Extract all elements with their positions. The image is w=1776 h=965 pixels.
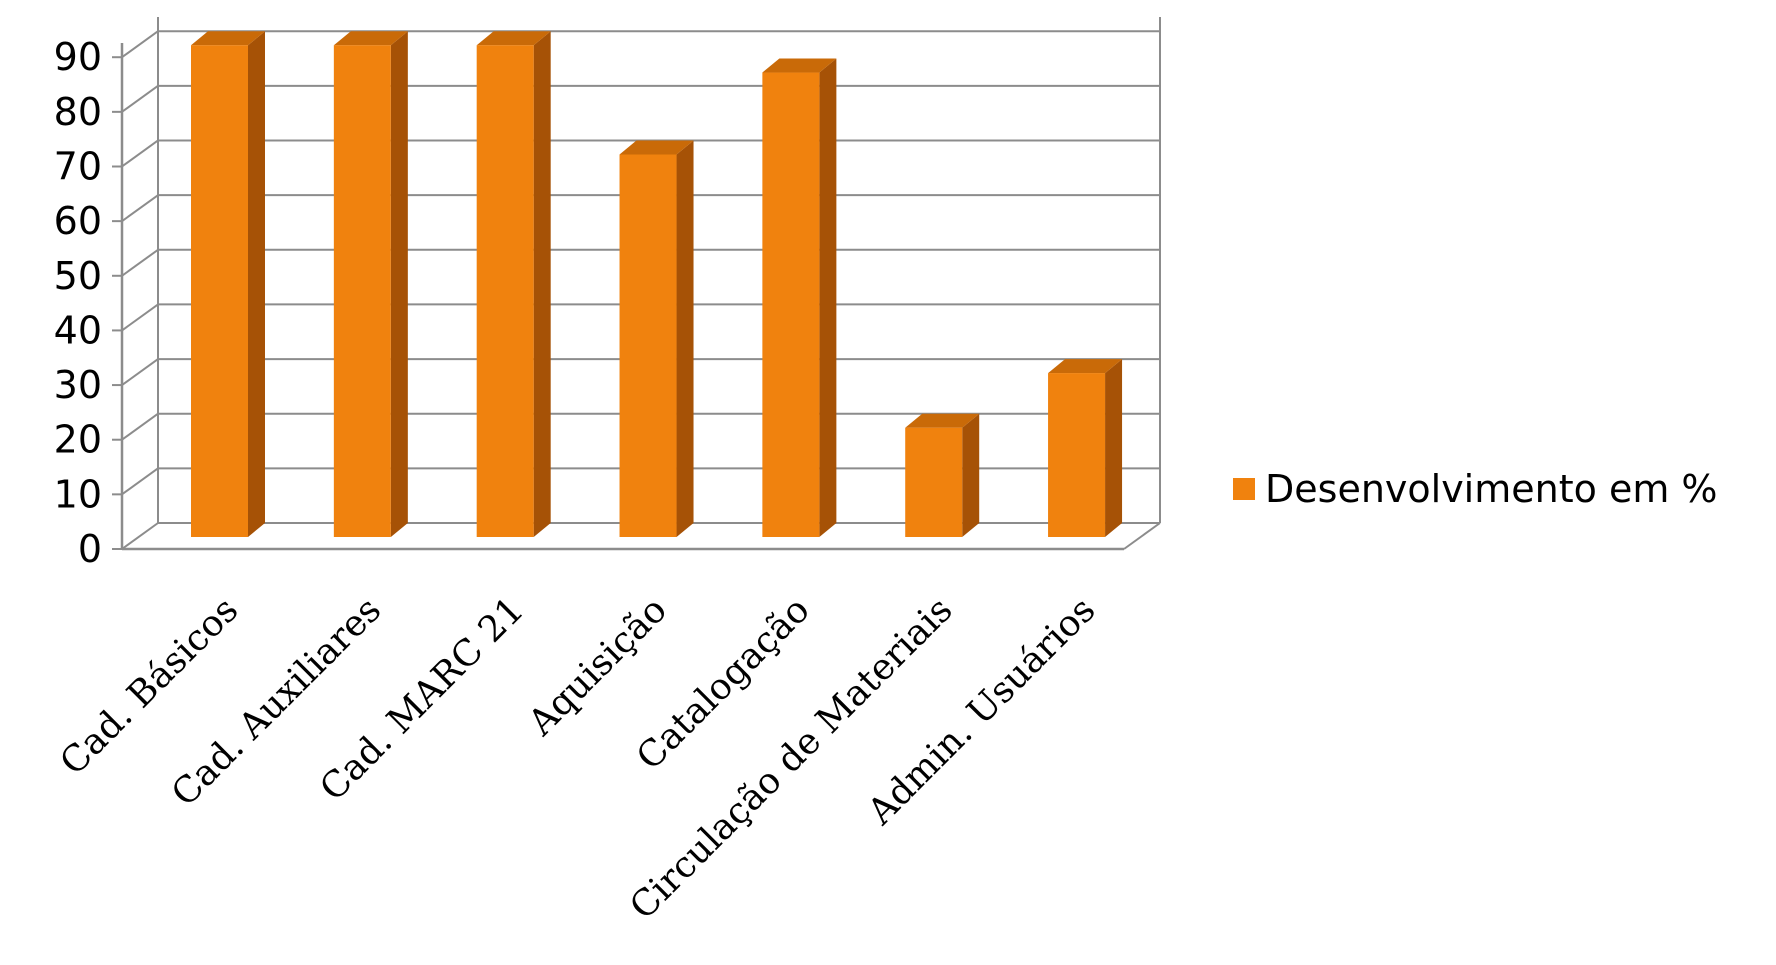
gridline-side xyxy=(121,467,159,496)
gridline-side xyxy=(121,30,159,59)
y-tick-label: 10 xyxy=(54,472,102,516)
bar-top xyxy=(476,31,551,46)
y-tick-label: 50 xyxy=(54,254,102,298)
y-tick-label: 70 xyxy=(54,144,102,188)
bar xyxy=(905,413,980,537)
bar-side xyxy=(248,31,265,538)
x-tick-label: Aquisição xyxy=(520,589,675,744)
legend: Desenvolvimento em % xyxy=(1233,467,1718,511)
bar-side xyxy=(1105,359,1123,537)
bar-front xyxy=(619,154,677,537)
bar-front xyxy=(762,72,820,537)
y-axis: 0 10 20 30 40 50 60 70 80 90 xyxy=(54,35,122,571)
legend-swatch xyxy=(1233,478,1255,500)
bar-front xyxy=(476,45,534,538)
gridline-side xyxy=(121,139,159,168)
gridline-side xyxy=(121,358,159,386)
gridline-side xyxy=(121,412,159,441)
bar xyxy=(191,31,265,538)
bar-front xyxy=(191,45,248,538)
y-tick-label: 90 xyxy=(54,35,102,79)
y-tick-label: 20 xyxy=(54,418,102,462)
bar-front xyxy=(333,45,391,538)
floor-right-edge xyxy=(1123,522,1161,550)
gridline-side xyxy=(121,85,159,113)
gridline-side xyxy=(121,522,159,550)
bar-top xyxy=(619,140,694,155)
bar-top xyxy=(762,58,837,73)
bar-side xyxy=(962,413,980,537)
y-tick-label: 80 xyxy=(54,90,102,134)
bar xyxy=(476,31,551,538)
bar xyxy=(762,58,837,537)
gridline-side xyxy=(121,248,159,277)
bar-side xyxy=(819,58,837,537)
y-tick-label: 60 xyxy=(54,199,102,243)
y-tick-label: 40 xyxy=(54,308,102,352)
bar-front xyxy=(905,427,963,537)
bar-front xyxy=(1048,373,1106,537)
y-tick-label: 30 xyxy=(54,363,102,407)
legend-label: Desenvolvimento em % xyxy=(1265,467,1718,511)
gridline-side xyxy=(121,303,159,332)
bar-top xyxy=(1048,359,1123,374)
bar xyxy=(1048,359,1123,537)
bars xyxy=(191,31,1123,538)
y-tick-label: 0 xyxy=(78,527,102,571)
bar xyxy=(619,140,694,537)
gridline-side xyxy=(121,194,159,222)
bar-top xyxy=(905,413,980,428)
chart-walls xyxy=(120,17,1161,551)
bar-top xyxy=(191,31,265,46)
bar-side xyxy=(390,31,408,538)
bar-side xyxy=(676,140,694,537)
bar xyxy=(333,31,408,538)
bar-top xyxy=(333,31,408,46)
bar-side xyxy=(533,31,551,538)
